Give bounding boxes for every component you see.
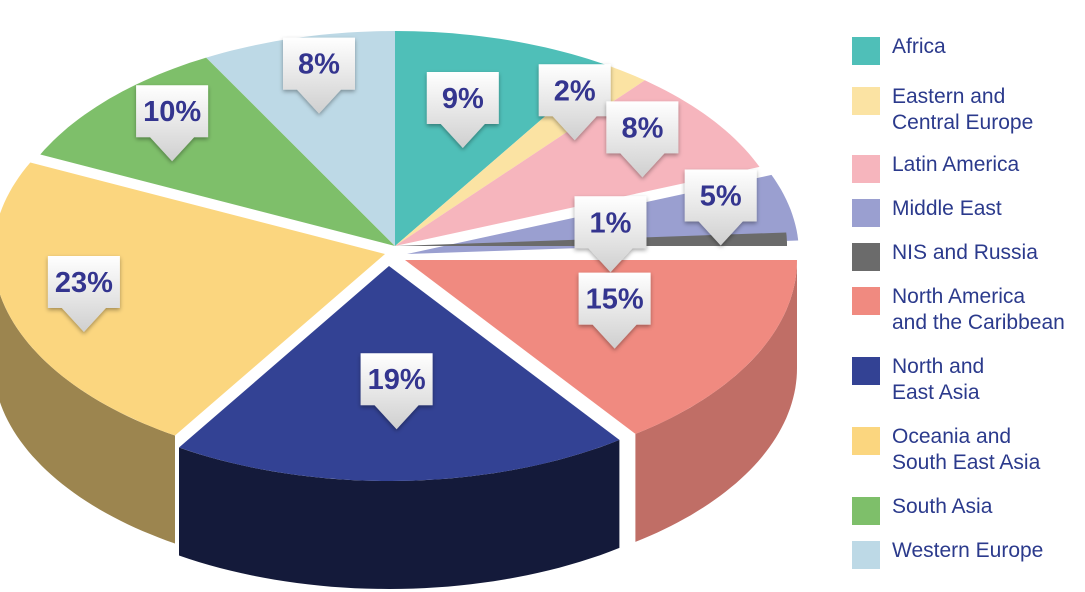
pie-slice-south-asia xyxy=(40,57,396,246)
value-label-text: 8% xyxy=(621,112,663,144)
value-label-text: 10% xyxy=(143,96,201,128)
pie-slices xyxy=(0,31,799,481)
value-label-oceania-and-south-east-asia: 23% xyxy=(47,256,120,332)
value-label-western-europe: 8% xyxy=(283,37,355,114)
value-label-middle-east: 5% xyxy=(684,169,757,246)
legend-label: Oceania and South East Asia xyxy=(892,425,1041,474)
value-label-marker xyxy=(136,85,209,162)
legend-swatch xyxy=(852,427,880,455)
value-label-marker xyxy=(360,353,433,430)
legend-swatch xyxy=(852,497,880,525)
legend-swatch xyxy=(852,357,880,385)
pie-side-north-and-east-asia xyxy=(179,439,620,589)
value-label-marker xyxy=(47,256,120,332)
legend-swatch xyxy=(852,37,880,65)
value-label-marker xyxy=(538,64,611,141)
legend-label: Eastern and Central Europe xyxy=(892,85,1034,134)
value-label-africa: 9% xyxy=(426,72,499,148)
value-label-marker xyxy=(578,272,651,349)
legend-swatch xyxy=(852,243,880,271)
legend-label: South Asia xyxy=(892,495,993,518)
legend-label: Middle East xyxy=(892,197,1002,220)
legend-swatch xyxy=(852,541,880,569)
value-label-text: 5% xyxy=(700,181,742,213)
pie-side-north-america-and-the-caribbean xyxy=(635,260,797,542)
value-label-marker xyxy=(574,196,647,273)
legend-label: North and East Asia xyxy=(892,355,985,404)
value-label-marker xyxy=(283,37,355,114)
legend-label: North America and the Caribbean xyxy=(892,285,1065,334)
value-label-text: 15% xyxy=(586,284,644,316)
value-label-text: 19% xyxy=(368,364,426,396)
legend-swatch xyxy=(852,287,880,315)
value-label-south-asia: 10% xyxy=(136,85,209,162)
value-label-text: 1% xyxy=(590,207,632,239)
pie-slice-oceania-and-south-east-asia xyxy=(0,162,385,436)
legend-label: NIS and Russia xyxy=(892,241,1038,264)
legend-label: Latin America xyxy=(892,153,1020,176)
value-label-nis-and-russia: 1% xyxy=(574,196,647,273)
pie-side-oceania-and-south-east-asia xyxy=(0,294,175,544)
value-label-text: 9% xyxy=(442,83,484,115)
value-label-north-and-east-asia: 19% xyxy=(360,353,433,430)
pie-value-labels: 9% 2% 8% 5% 1% 15% 19% 23% 10% 8% xyxy=(47,37,757,430)
legend-swatch xyxy=(852,155,880,183)
pie-slice-north-america-and-the-caribbean xyxy=(405,260,797,434)
legend-label: Africa xyxy=(892,35,946,58)
legend-swatch xyxy=(852,87,880,115)
legend-swatch xyxy=(852,199,880,227)
value-label-text: 2% xyxy=(554,75,596,107)
value-label-marker xyxy=(606,101,679,178)
value-label-marker xyxy=(684,169,757,246)
value-label-eastern-and-central-europe: 2% xyxy=(538,64,611,141)
value-label-text: 23% xyxy=(55,267,113,299)
pie-sides xyxy=(0,260,797,589)
value-label-text: 8% xyxy=(298,49,340,81)
value-label-latin-america: 8% xyxy=(606,101,679,178)
legend-label: Western Europe xyxy=(892,539,1044,562)
value-label-north-america-and-the-caribbean: 15% xyxy=(578,272,651,349)
value-label-marker xyxy=(426,72,499,148)
